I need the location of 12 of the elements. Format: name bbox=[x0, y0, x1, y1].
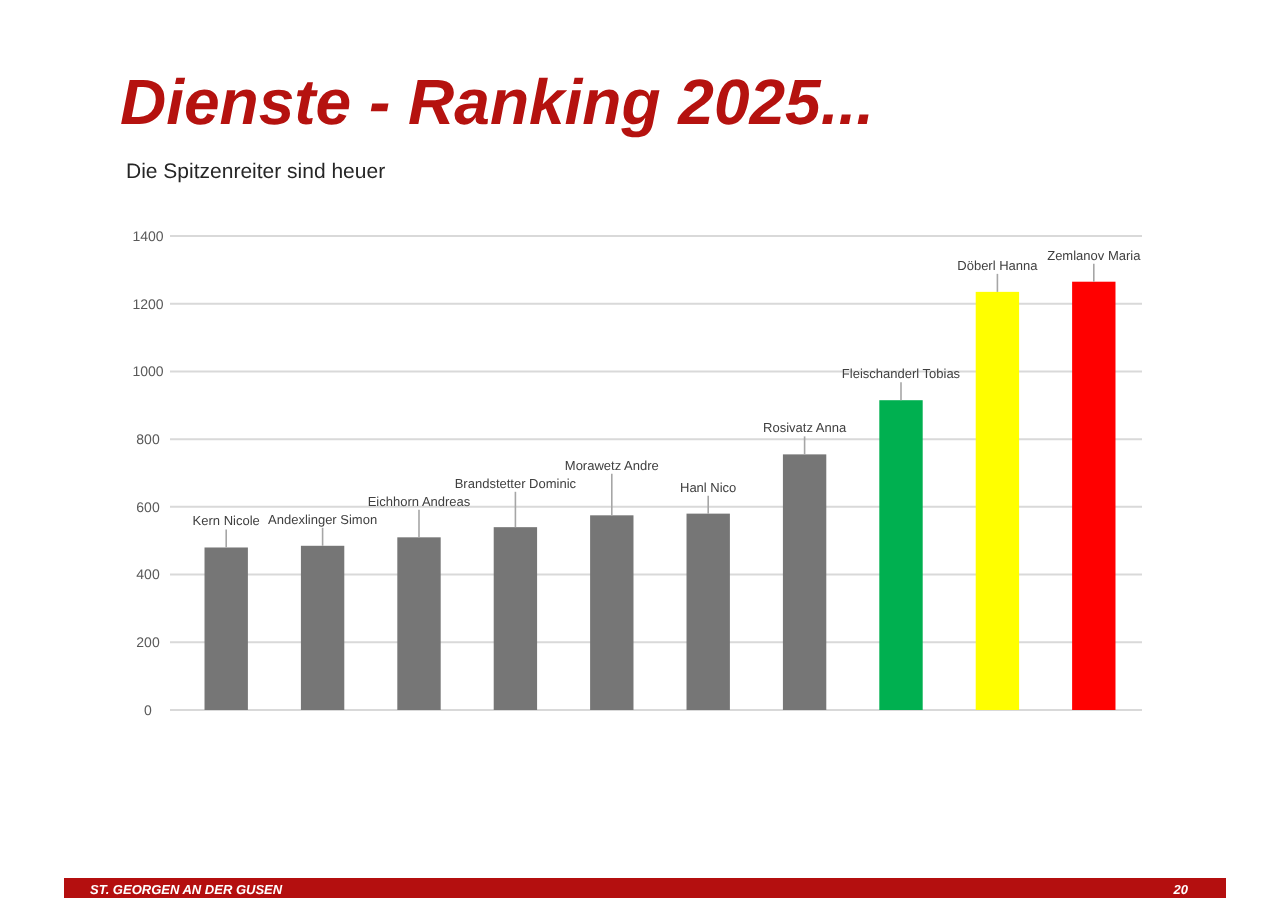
chart-title: Dienste - Ranking 2025... bbox=[120, 66, 875, 138]
bar bbox=[300, 545, 345, 710]
bar bbox=[1072, 281, 1116, 710]
bar bbox=[879, 400, 923, 710]
chart-subtitle: Die Spitzenreiter sind heuer bbox=[126, 160, 387, 184]
bar bbox=[590, 515, 634, 710]
bar bbox=[686, 513, 730, 710]
bar bbox=[204, 547, 248, 710]
bar bbox=[493, 527, 538, 710]
bar bbox=[782, 454, 827, 710]
bar bbox=[975, 291, 1020, 710]
bar bbox=[397, 537, 441, 710]
